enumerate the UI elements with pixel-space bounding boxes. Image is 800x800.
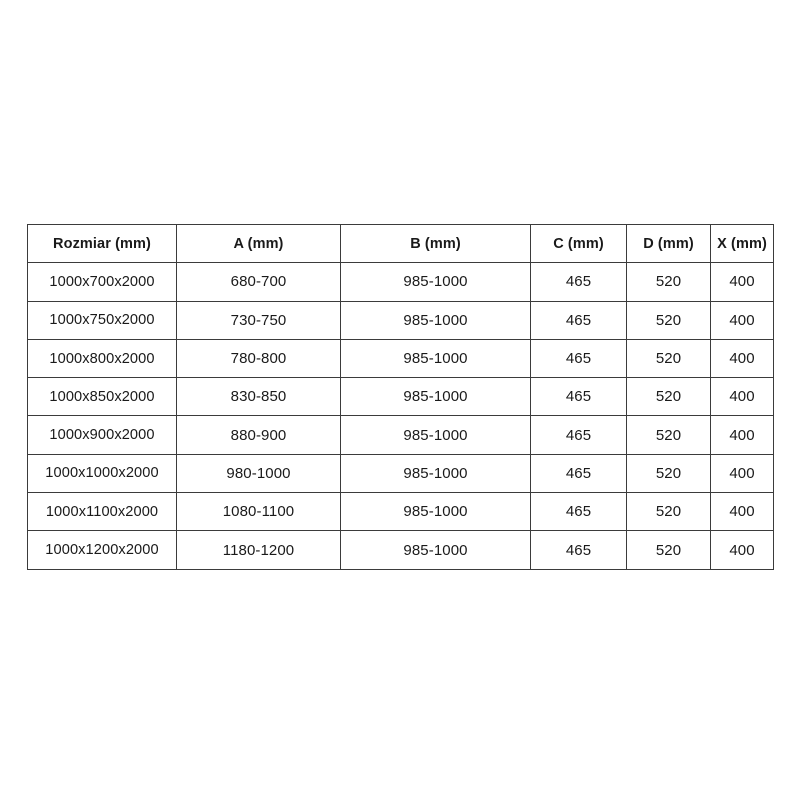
cell-size: 1000x1000x2000 xyxy=(27,453,177,494)
cell-size: 1000x800x2000 xyxy=(27,338,177,379)
table-header: Rozmiar (mm) A (mm) B (mm) C (mm) D (mm)… xyxy=(27,223,774,264)
cell-d: 520 xyxy=(626,415,711,455)
cell-d: 520 xyxy=(626,300,711,340)
table-row: 1000x1100x2000 1080-1100 985-1000 465 520 400 xyxy=(27,492,774,532)
cell-c: 465 xyxy=(530,530,627,570)
cell-size: 1000x900x2000 xyxy=(27,415,177,455)
cell-c: 465 xyxy=(530,492,627,532)
cell-a: 1080-1100 xyxy=(176,492,341,532)
table-header-row: Rozmiar (mm) A (mm) B (mm) C (mm) D (mm)… xyxy=(27,223,774,264)
specification-table-container: Rozmiar (mm) A (mm) B (mm) C (mm) D (mm)… xyxy=(27,223,774,570)
cell-size: 1000x850x2000 xyxy=(27,377,177,417)
cell-a: 980-1000 xyxy=(176,453,341,494)
table-row: 1000x700x2000 680-700 985-1000 465 520 400 xyxy=(27,262,774,302)
cell-x: 400 xyxy=(710,300,774,340)
cell-d: 520 xyxy=(626,262,711,302)
cell-x: 400 xyxy=(710,415,774,455)
cell-d: 520 xyxy=(626,453,711,494)
cell-x: 400 xyxy=(710,530,774,570)
column-header-d: D (mm) xyxy=(626,223,711,264)
cell-size: 1000x700x2000 xyxy=(27,262,177,302)
cell-x: 400 xyxy=(710,453,774,494)
cell-x: 400 xyxy=(710,338,774,379)
cell-a: 880-900 xyxy=(176,415,341,455)
column-header-b: B (mm) xyxy=(340,223,531,264)
table-row: 1000x900x2000 880-900 985-1000 465 520 400 xyxy=(27,415,774,455)
cell-c: 465 xyxy=(530,262,627,302)
cell-c: 465 xyxy=(530,415,627,455)
table-body: 1000x700x2000 680-700 985-1000 465 520 400 100… xyxy=(27,262,774,570)
column-header-c: C (mm) xyxy=(530,223,627,264)
cell-b: 985-1000 xyxy=(340,377,531,417)
cell-b: 985-1000 xyxy=(340,492,531,532)
cell-size: 1000x750x2000 xyxy=(27,300,177,340)
cell-a: 680-700 xyxy=(176,262,341,302)
cell-b: 985-1000 xyxy=(340,453,531,494)
cell-a: 730-750 xyxy=(176,300,341,340)
specification-table: Rozmiar (mm) A (mm) B (mm) C (mm) D (mm)… xyxy=(27,223,774,570)
cell-x: 400 xyxy=(710,262,774,302)
column-header-x: X (mm) xyxy=(710,223,774,264)
cell-a: 780-800 xyxy=(176,338,341,379)
cell-c: 465 xyxy=(530,377,627,417)
cell-c: 465 xyxy=(530,453,627,494)
column-header-a: A (mm) xyxy=(176,223,341,264)
table-row: 1000x850x2000 830-850 985-1000 465 520 400 xyxy=(27,377,774,417)
cell-d: 520 xyxy=(626,530,711,570)
cell-c: 465 xyxy=(530,300,627,340)
cell-b: 985-1000 xyxy=(340,300,531,340)
cell-d: 520 xyxy=(626,377,711,417)
cell-a: 830-850 xyxy=(176,377,341,417)
column-header-size: Rozmiar (mm) xyxy=(27,223,177,264)
cell-b: 985-1000 xyxy=(340,530,531,570)
cell-c: 465 xyxy=(530,338,627,379)
table-row: 1000x750x2000 730-750 985-1000 465 520 400 xyxy=(27,300,774,340)
cell-size: 1000x1200x2000 xyxy=(27,530,177,570)
cell-b: 985-1000 xyxy=(340,415,531,455)
cell-x: 400 xyxy=(710,377,774,417)
cell-b: 985-1000 xyxy=(340,262,531,302)
cell-d: 520 xyxy=(626,338,711,379)
cell-d: 520 xyxy=(626,492,711,532)
table-row: 1000x1000x2000 980-1000 985-1000 465 520 400 xyxy=(27,453,774,494)
cell-a: 1180-1200 xyxy=(176,530,341,570)
table-row: 1000x1200x2000 1180-1200 985-1000 465 520 400 xyxy=(27,530,774,570)
cell-size: 1000x1100x2000 xyxy=(27,492,177,532)
cell-b: 985-1000 xyxy=(340,338,531,379)
table-row: 1000x800x2000 780-800 985-1000 465 520 400 xyxy=(27,338,774,379)
cell-x: 400 xyxy=(710,492,774,532)
